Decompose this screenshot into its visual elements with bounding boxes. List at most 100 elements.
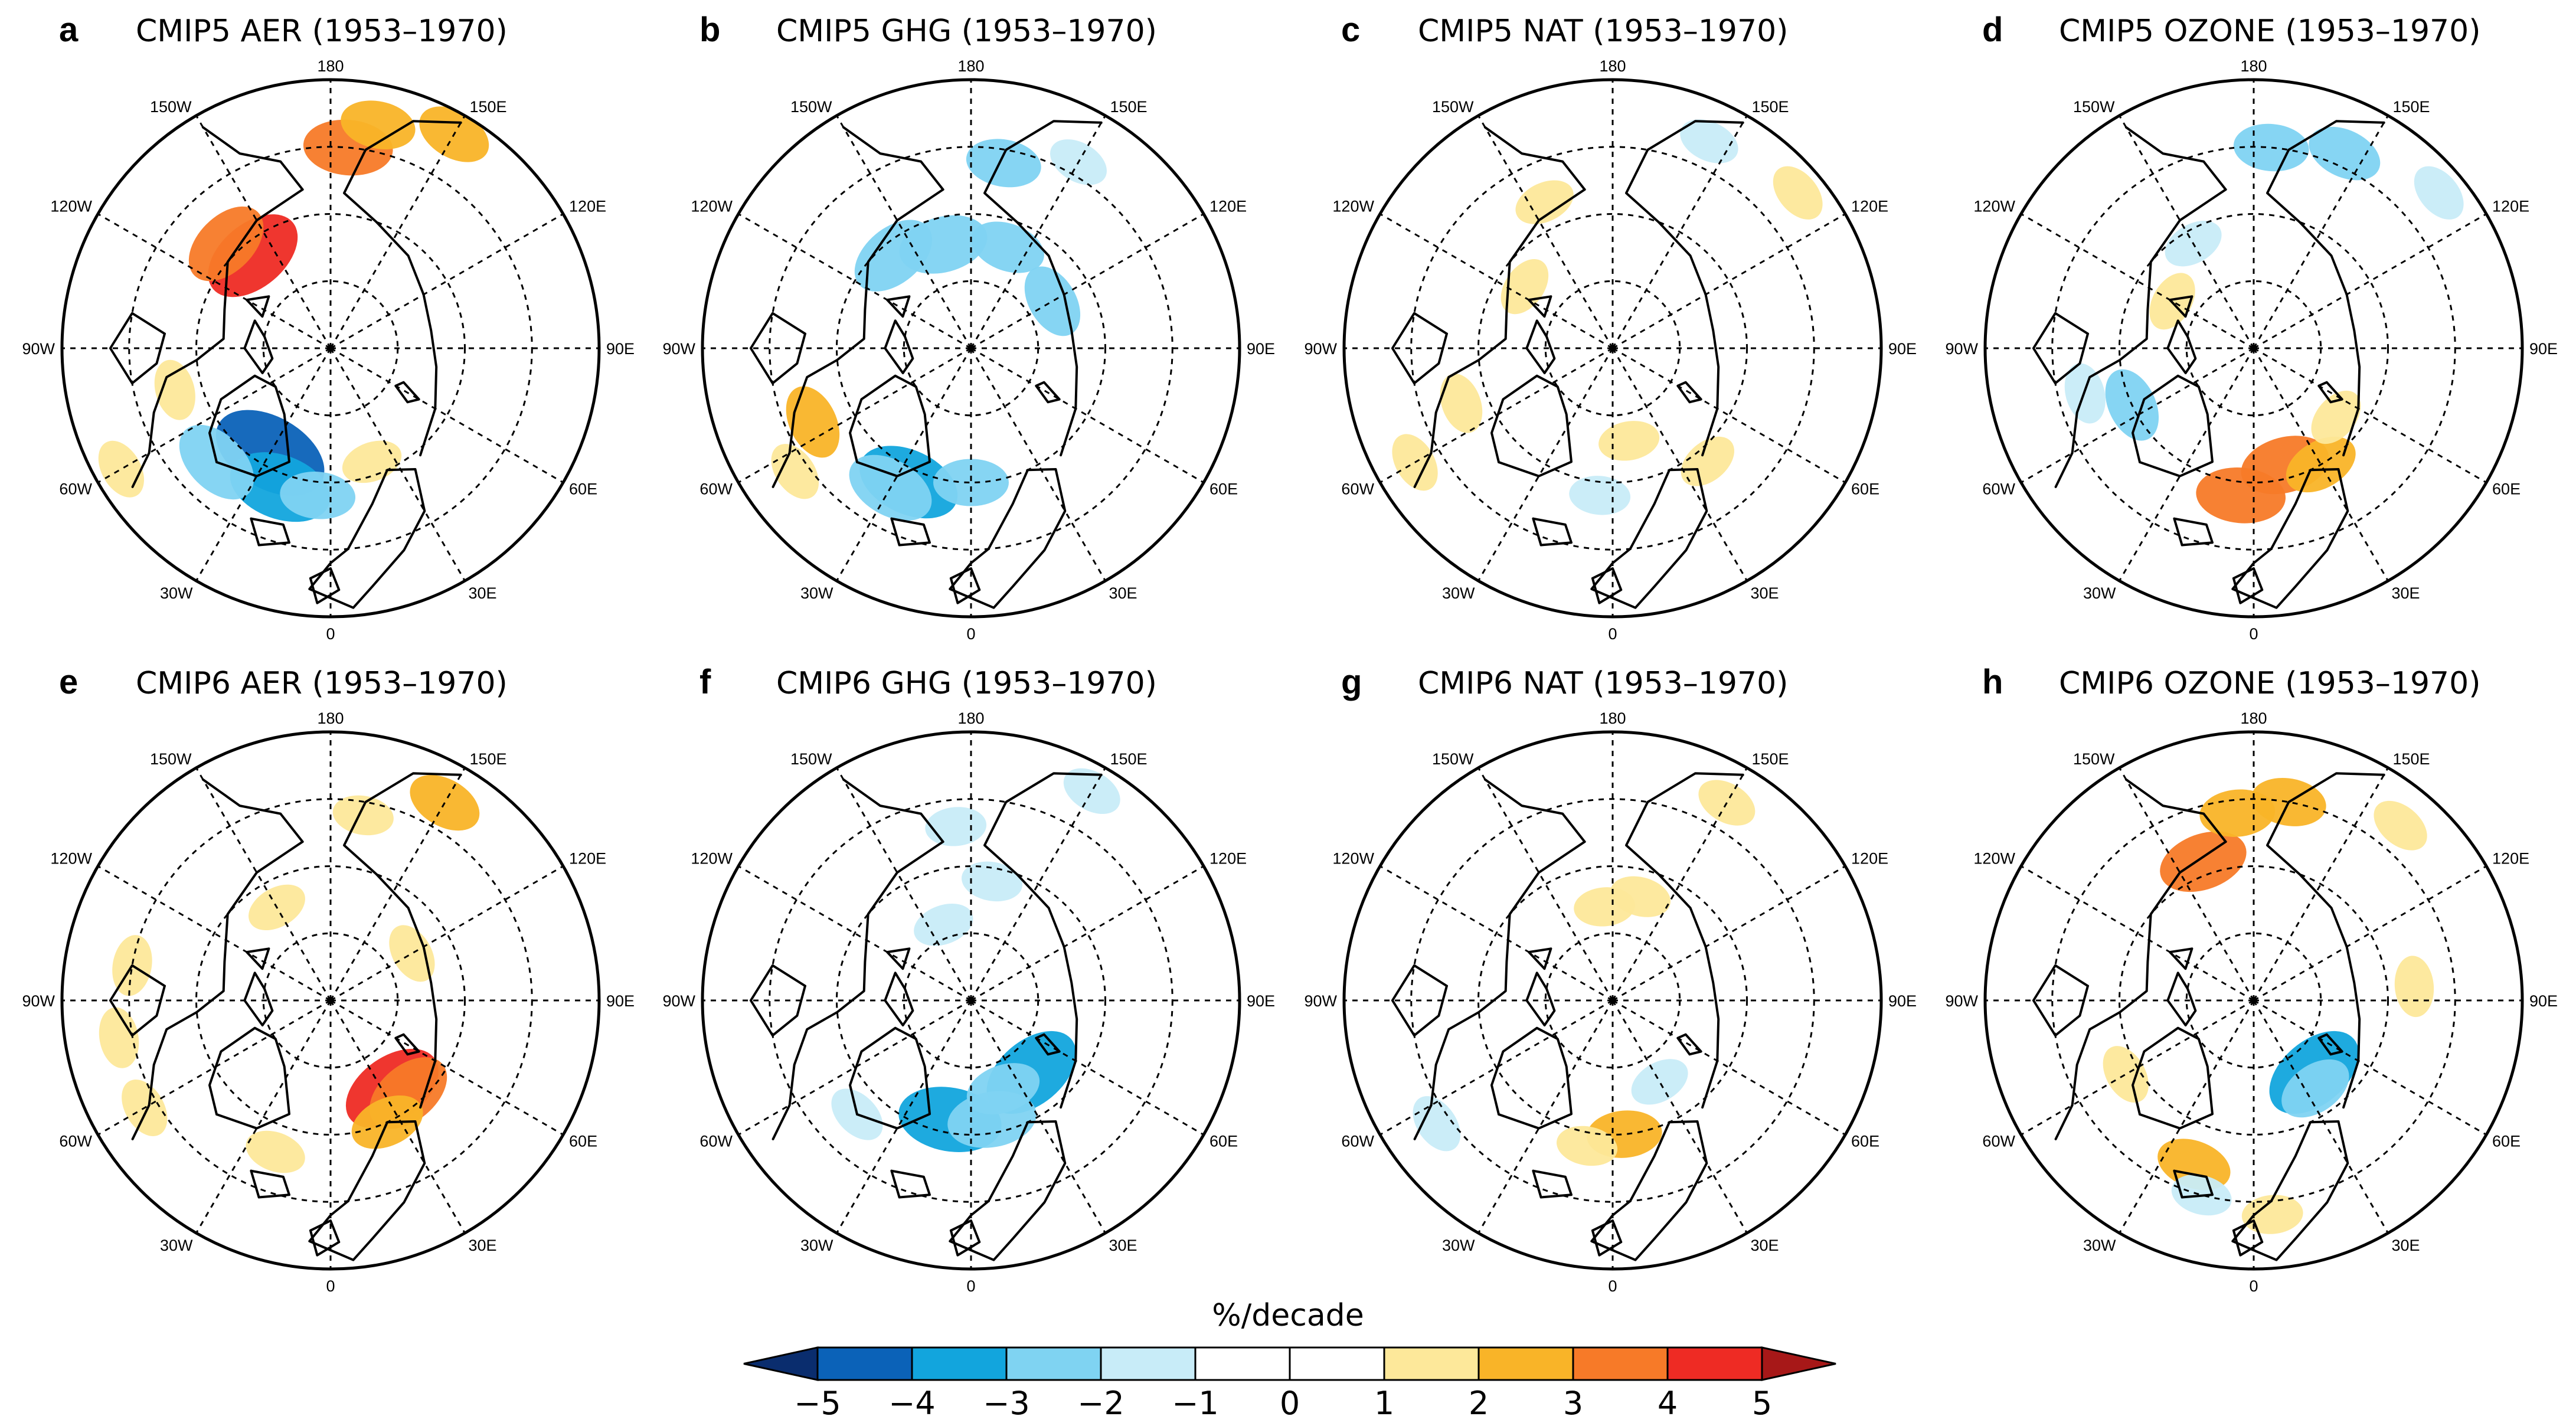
meridian-line: [1379, 347, 1613, 483]
colorbar-swatch: [1666, 1346, 1763, 1381]
latitude-circle: [195, 213, 466, 483]
coastline: [2169, 295, 2193, 318]
longitude-label: 150W: [2073, 98, 2115, 116]
trend-shading: [99, 1007, 139, 1068]
longitude-label: 150E: [1752, 750, 1789, 768]
meridian-line: [1611, 115, 1748, 349]
coastline: [131, 840, 304, 1140]
trend-shading: [1557, 1126, 1618, 1166]
longitude-label: 60W: [1341, 1133, 1374, 1150]
trend-shading: [971, 221, 1044, 273]
longitude-label: 150W: [150, 98, 192, 116]
latitude-circle: [195, 865, 466, 1136]
coastline: [2266, 772, 2385, 1109]
coastline: [1590, 1120, 1708, 1261]
meridian-line: [329, 1000, 466, 1234]
trend-shading: [966, 139, 1041, 188]
longitude-label: 120W: [1332, 198, 1374, 215]
panel-letter: g: [1341, 663, 1362, 701]
longitude-label: 150E: [470, 750, 507, 768]
meridian-line: [836, 348, 972, 581]
trend-shading: [2374, 800, 2427, 851]
panel-title: CMIP5 OZONE (1953–1970): [2059, 14, 2481, 49]
coastline: [308, 1120, 426, 1261]
longitude-label: 30E: [469, 1237, 497, 1254]
meridian-line: [2253, 865, 2487, 1002]
meridian-line: [195, 767, 332, 1001]
colorbar-ticks: −5 −4 −3 −2 −1 0 1 2 3 4 5: [794, 1385, 1772, 1422]
longitude-label: 120W: [50, 198, 92, 215]
trend-shading: [2414, 166, 2464, 220]
longitude-label: 30E: [2392, 1237, 2420, 1254]
colorbar-tick-label: 2: [1469, 1385, 1489, 1422]
longitude-label: 30W: [160, 584, 193, 602]
longitude-label: 180: [2240, 57, 2267, 75]
coastline: [1490, 374, 1573, 477]
meridian-line: [970, 115, 1106, 349]
coastline: [2032, 312, 2089, 385]
longitude-label: 150W: [1432, 98, 1474, 116]
longitude-label: 90E: [606, 340, 635, 358]
coastline: [2166, 972, 2197, 1026]
coastline: [842, 126, 944, 191]
longitude-label: 180: [2240, 709, 2267, 727]
longitude-label: 30W: [800, 584, 833, 602]
coastline: [2124, 126, 2227, 191]
coastline: [1625, 772, 1744, 1109]
coastline: [2032, 964, 2089, 1037]
meridian-line: [1612, 213, 1846, 349]
coastline: [884, 319, 914, 374]
longitude-label: 0: [966, 625, 975, 643]
coastline: [243, 319, 274, 374]
map-area: [62, 80, 599, 617]
meridian-line: [330, 999, 564, 1136]
longitude-label: 120E: [2492, 850, 2529, 868]
meridian-line: [2253, 347, 2487, 483]
longitude-label: 60W: [59, 480, 92, 498]
coastline: [2054, 188, 2227, 488]
trend-shading: [962, 861, 1023, 902]
coastline: [1490, 1026, 1573, 1130]
panel-title: CMIP6 OZONE (1953–1970): [2059, 666, 2481, 701]
meridian-line: [738, 213, 972, 349]
meridian-line: [970, 865, 1204, 1002]
panel-title: CMIP5 NAT (1953–1970): [1418, 14, 1788, 49]
map-border: [1342, 730, 1883, 1271]
longitude-label: 150E: [2393, 98, 2430, 116]
coastline: [772, 188, 944, 488]
map-border: [1983, 78, 2524, 619]
longitude-label: 120E: [1851, 850, 1888, 868]
panel-title: CMIP6 AER (1953–1970): [136, 666, 508, 701]
latitude-circle: [1410, 798, 1815, 1203]
coastline: [250, 517, 290, 547]
longitude-label: 90W: [1304, 340, 1337, 358]
longitude-label: 150W: [150, 750, 192, 768]
coastline: [849, 374, 931, 477]
coastline: [749, 312, 806, 385]
coastline: [1590, 468, 1708, 609]
longitude-label: 180: [317, 57, 344, 75]
latitude-circle: [1410, 146, 1815, 551]
longitude-label: 30E: [2392, 584, 2420, 602]
longitude-label: 30E: [1109, 584, 1137, 602]
trend-shading: [280, 472, 356, 519]
trend-shading: [1680, 119, 1738, 163]
trend-shading: [389, 925, 435, 982]
colorbar-swatch: [1383, 1346, 1480, 1381]
panel-letter: b: [699, 11, 720, 49]
longitude-label: 30E: [1751, 1237, 1779, 1254]
latitude-circle: [2119, 213, 2389, 483]
longitude-label: 60E: [1209, 480, 1238, 498]
colorbar-swatches: [743, 1346, 1836, 1381]
meridian-line: [2021, 213, 2254, 349]
coastline: [246, 947, 270, 970]
coastline: [890, 517, 931, 547]
longitude-label: 150E: [1752, 98, 1789, 116]
longitude-label: 0: [2249, 1277, 2258, 1295]
map-border: [1983, 730, 2524, 1271]
trend-shading: [1501, 259, 1549, 315]
coastline: [309, 1219, 341, 1257]
meridian-line: [195, 348, 332, 581]
coastline: [394, 1033, 420, 1056]
meridian-line: [2253, 115, 2389, 349]
